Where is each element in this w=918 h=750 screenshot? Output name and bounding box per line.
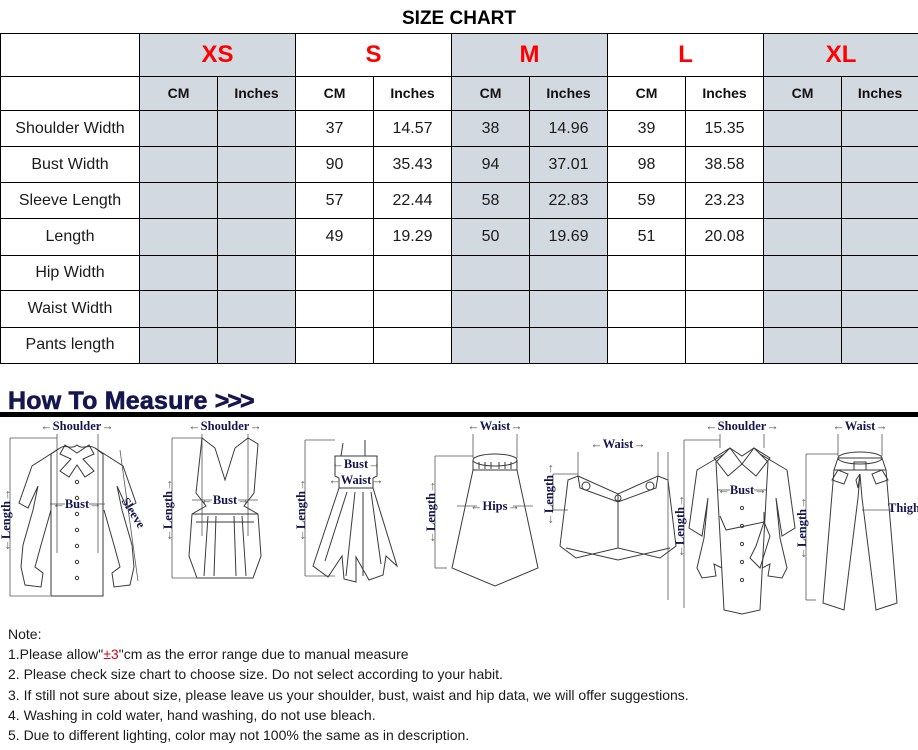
svg-text:←Bust→: ←Bust→ [331,457,380,471]
svg-text:←Waist→: ←Waist→ [467,419,523,433]
svg-text:←Shoulder→: ←Shoulder→ [705,419,779,433]
svg-text:Thigh: Thigh [888,501,918,515]
svg-text:←Length→: ←Length→ [161,478,175,541]
svg-text:←Shoulder→: ←Shoulder→ [188,419,262,433]
svg-text:←Length→: ←Length→ [294,478,308,541]
svg-text:←Length→: ←Length→ [795,496,809,559]
svg-text:←Length→: ←Length→ [542,462,556,525]
svg-text:←Waist→: ←Waist→ [832,419,888,433]
svg-text:←Hips→: ←Hips→ [470,499,520,513]
svg-text:←Waist→: ←Waist→ [590,437,646,451]
svg-text:←Length→: ←Length→ [673,494,687,557]
svg-text:←Length→: ←Length→ [0,488,13,551]
svg-text:←Length→: ←Length→ [424,480,438,543]
svg-text:←Waist→: ←Waist→ [328,473,384,487]
svg-text:←Shoulder→: ←Shoulder→ [40,419,114,433]
